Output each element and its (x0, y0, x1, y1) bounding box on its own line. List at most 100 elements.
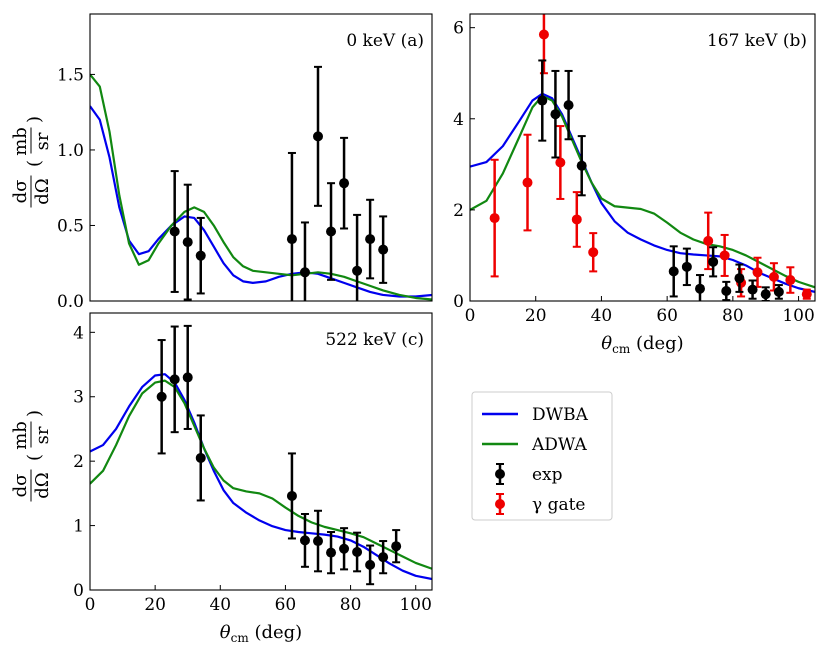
axes-frame-a (89, 13, 433, 302)
data-point-exp-b-10 (747, 284, 758, 295)
legend: DWBA ADWA exp γ gate (471, 391, 613, 521)
curve-dwba-a (90, 105, 432, 298)
legend-label-exp: exp (532, 465, 563, 485)
data-point-exp-c-5 (299, 535, 310, 546)
data-point-exp-b-5 (681, 261, 692, 272)
y-label-den-c: dΩ (32, 472, 53, 498)
data-point--gate-b-12 (801, 289, 812, 300)
curve-dwba-c (90, 373, 432, 581)
y-axis-label-a: dσ dΩ (mb sr) (10, 116, 53, 208)
x-tick-label-c-3: 60 (275, 595, 297, 615)
data-point-exp-c-12 (391, 541, 402, 552)
y-label-den-a: dΩ (32, 178, 53, 204)
data-point--gate-b-3 (555, 157, 566, 168)
y-label-unit-den-c: sr (32, 426, 53, 444)
y-tick-label-a-2: 1.0 (57, 141, 84, 161)
data-point-exp-b-9 (734, 273, 745, 284)
legend-marker-3 (495, 499, 505, 509)
y-label-paren-open-a: ( (24, 160, 45, 167)
legend-label-dwba: DWBA (532, 405, 589, 425)
data-point-exp-b-8 (721, 285, 732, 296)
y-label-unit-num-c: mb (10, 421, 31, 450)
x-tick-label-c-4: 80 (340, 595, 362, 615)
y-label-paren-close-c: ) (24, 410, 45, 417)
x-tick-label-b-5: 100 (782, 306, 814, 326)
data-point-exp-b-1 (550, 109, 561, 120)
data-point-exp-a-7 (339, 178, 350, 189)
data-point-exp-b-7 (708, 256, 719, 267)
legend-label-adwa: ADWA (531, 435, 588, 455)
data-point-exp-c-8 (339, 543, 350, 554)
data-point-exp-b-6 (695, 283, 705, 294)
data-point-exp-a-8 (352, 265, 363, 276)
panel-a: 0.0 0.5 1.0 1.5 0 keV (a) dσ dΩ (mb sr) (10, 13, 433, 312)
y-tick-label-a-3: 1.5 (57, 65, 84, 85)
data-point--gate-b-1 (522, 177, 533, 188)
data-point--gate-b-6 (703, 235, 714, 246)
y-tick-label-c-0: 0 (73, 581, 84, 601)
axes-frame-b (469, 13, 816, 302)
y-tick-label-c-2: 2 (73, 452, 84, 472)
data-point--gate-b-7 (719, 250, 730, 261)
y-tick-label-c-1: 1 (73, 517, 84, 537)
curve-adwa-a (90, 73, 432, 301)
curve-adwa-c (90, 379, 432, 570)
x-axis-label-b: θcm (deg) (601, 333, 683, 356)
plot-area-a (90, 65, 432, 301)
y-tick-label-b-2: 4 (453, 110, 464, 130)
x-tick-label-b-1: 20 (525, 306, 547, 326)
y-label-unit-num-a: mb (10, 127, 31, 156)
data-point-exp-a-6 (326, 226, 337, 237)
data-point-exp-c-6 (313, 536, 323, 547)
data-point-exp-c-3 (195, 452, 206, 463)
plot-area-c (90, 324, 432, 586)
data-point-exp-b-3 (576, 160, 587, 171)
data-point-exp-c-2 (182, 372, 193, 383)
y-tick-label-b-3: 6 (453, 19, 464, 39)
data-point-exp-a-0 (169, 226, 180, 237)
y-tick-label-a-0: 0.0 (57, 292, 84, 312)
data-point-exp-a-4 (299, 267, 310, 278)
data-point-exp-c-9 (352, 546, 363, 557)
x-tick-label-c-5: 100 (399, 595, 431, 615)
data-point-exp-a-9 (365, 234, 376, 245)
x-tick-label-b-0: 0 (465, 306, 476, 326)
data-point-exp-a-2 (195, 250, 206, 261)
legend-marker-2 (495, 469, 505, 479)
data-point-exp-c-11 (378, 552, 389, 563)
legend-label--gate: γ gate (532, 495, 585, 515)
y-tick-label-c-3: 3 (73, 388, 84, 408)
data-point-exp-c-4 (286, 490, 297, 501)
curve-dwba-b (470, 92, 815, 293)
legend-box (471, 391, 613, 521)
data-point-exp-b-11 (760, 289, 771, 300)
x-tick-label-b-4: 80 (722, 306, 744, 326)
y-tick-label-c-4: 4 (73, 323, 84, 343)
data-point-exp-c-10 (365, 559, 376, 570)
x-tick-label-c-1: 20 (144, 595, 166, 615)
curve-adwa-b (470, 94, 815, 289)
plot-area-b (470, 14, 815, 301)
panel-label-b: 167 keV (b) (707, 31, 807, 51)
x-axis-label-c: θcm (deg) (220, 622, 302, 645)
panel-label-a: 0 keV (a) (346, 31, 424, 51)
data-point-exp-b-0 (537, 95, 548, 106)
y-tick-label-a-1: 0.5 (57, 216, 84, 236)
data-point--gate-b-11 (785, 275, 796, 286)
x-tick-label-c-0: 0 (85, 595, 96, 615)
data-point-exp-c-7 (326, 547, 337, 558)
panel-label-c: 522 keV (c) (325, 330, 424, 350)
data-point--gate-b-5 (588, 247, 599, 258)
y-label-paren-close-a: ) (24, 116, 45, 123)
data-point--gate-b-0 (489, 213, 500, 224)
data-point-exp-a-10 (378, 244, 389, 255)
x-tick-label-b-2: 40 (591, 306, 613, 326)
data-point--gate-b-2 (538, 29, 549, 40)
data-point--gate-b-10 (768, 271, 779, 282)
data-point--gate-b-4 (571, 214, 582, 225)
y-label-num-c: dσ (10, 474, 31, 498)
axes-frame-c (89, 312, 433, 591)
